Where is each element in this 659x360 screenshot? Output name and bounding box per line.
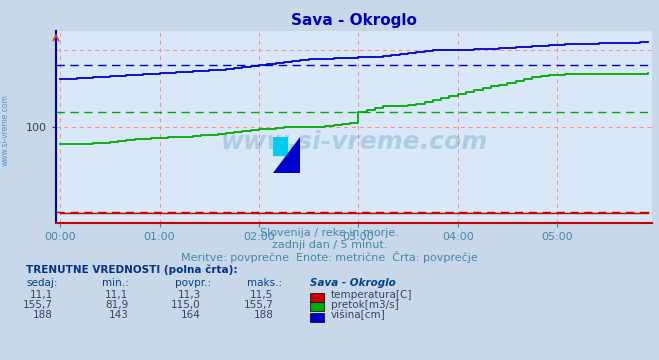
Text: 155,7: 155,7 [23,300,53,310]
Text: Meritve: povprečne  Enote: metrične  Črta: povprečje: Meritve: povprečne Enote: metrične Črta:… [181,251,478,263]
Polygon shape [273,137,300,173]
Text: povpr.:: povpr.: [175,278,211,288]
Text: 81,9: 81,9 [105,300,129,310]
Text: 11,1: 11,1 [105,290,129,300]
Bar [287,155,300,173]
Text: 143: 143 [109,310,129,320]
Text: temperatura[C]: temperatura[C] [331,290,413,300]
Bar [273,137,287,155]
Text: 11,5: 11,5 [250,290,273,300]
Text: www.si-vreme.com: www.si-vreme.com [221,130,488,154]
Text: višina[cm]: višina[cm] [331,310,386,320]
Text: 11,3: 11,3 [178,290,201,300]
Text: www.si-vreme.com: www.si-vreme.com [1,94,10,166]
Text: 155,7: 155,7 [244,300,273,310]
Text: TRENUTNE VREDNOSTI (polna črta):: TRENUTNE VREDNOSTI (polna črta): [26,264,238,275]
Text: 115,0: 115,0 [171,300,201,310]
Text: 188: 188 [254,310,273,320]
Text: 164: 164 [181,310,201,320]
Text: 11,1: 11,1 [30,290,53,300]
Text: min.:: min.: [102,278,129,288]
Text: zadnji dan / 5 minut.: zadnji dan / 5 minut. [272,240,387,251]
Text: pretok[m3/s]: pretok[m3/s] [331,300,399,310]
Text: maks.:: maks.: [247,278,282,288]
Text: sedaj:: sedaj: [26,278,58,288]
Text: Slovenija / reke in morje.: Slovenija / reke in morje. [260,228,399,238]
Title: Sava - Okroglo: Sava - Okroglo [291,13,417,28]
Text: Sava - Okroglo: Sava - Okroglo [310,278,395,288]
Text: 188: 188 [33,310,53,320]
